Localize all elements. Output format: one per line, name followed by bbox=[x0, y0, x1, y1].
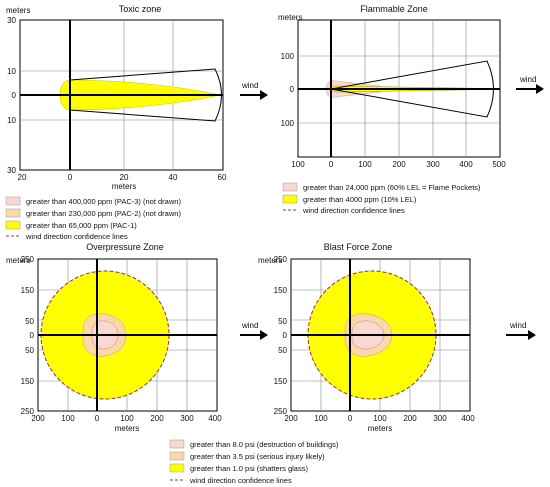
toxic-legend-item: wind direction confidence lines bbox=[25, 232, 128, 241]
wind-indicator-overpressure: wind bbox=[240, 321, 268, 340]
toxic-x-tick: 40 bbox=[169, 173, 178, 182]
flammable-x-tick: 100 bbox=[291, 160, 305, 169]
wind-arrow-head-icon bbox=[260, 90, 268, 100]
blast-x-tick: 400 bbox=[461, 414, 475, 423]
pressure-legend: greater than 8.0 psi (destruction of bui… bbox=[169, 439, 339, 485]
blast-x-tick: 0 bbox=[348, 414, 353, 423]
legend-swatch-red bbox=[5, 196, 21, 206]
blast-x-tick: 200 bbox=[403, 414, 417, 423]
blast-y-tick: 50 bbox=[278, 317, 287, 326]
toxic-legend: greater than 400,000 ppm (PAC-3) (not dr… bbox=[5, 196, 181, 241]
toxic-x-tick: 60 bbox=[218, 173, 227, 182]
toxic-y-tick: 10 bbox=[7, 67, 16, 76]
pressure-legend-item: greater than 8.0 psi (destruction of bui… bbox=[190, 440, 339, 449]
wind-label: wind bbox=[241, 81, 258, 90]
blast-y-tick: 250 bbox=[274, 407, 288, 416]
legend-swatch-orange bbox=[169, 451, 185, 461]
blast-x-tick: 200 bbox=[284, 414, 298, 423]
overpressure-zone-title: Overpressure Zone bbox=[86, 242, 164, 252]
flammable-y-tick: 0 bbox=[290, 85, 295, 94]
overpressure-y-tick: 50 bbox=[25, 346, 34, 355]
legend-swatch-red bbox=[169, 439, 185, 449]
flammable-x-tick: 400 bbox=[459, 160, 473, 169]
overpressure-x-tick: 100 bbox=[61, 414, 75, 423]
toxic-y-tick: 30 bbox=[7, 166, 16, 175]
flammable-y-tick: 100 bbox=[281, 119, 295, 128]
blast-y-tick: 250 bbox=[274, 255, 288, 264]
blast-y-tick: 50 bbox=[278, 346, 287, 355]
toxic-x-tick: 20 bbox=[18, 173, 27, 182]
legend-swatch-yellow bbox=[5, 220, 21, 230]
wind-indicator-toxic: wind bbox=[240, 81, 268, 100]
overpressure-x-tick: 100 bbox=[120, 414, 134, 423]
overpressure-y-tick: 250 bbox=[21, 255, 35, 264]
toxic-y-unit: meters bbox=[6, 6, 30, 15]
wind-indicator-blast: wind bbox=[506, 321, 536, 340]
flammable-x-tick: 100 bbox=[358, 160, 372, 169]
flammable-legend: greater than 24,000 ppm (60% LEL = Flame… bbox=[282, 182, 481, 215]
overpressure-x-tick: 200 bbox=[150, 414, 164, 423]
overpressure-x-tick: 300 bbox=[180, 414, 194, 423]
overpressure-x-tick: 0 bbox=[95, 414, 100, 423]
toxic-x-unit: meters bbox=[112, 182, 136, 191]
overpressure-x-unit: meters bbox=[115, 424, 139, 433]
blast-x-tick: 100 bbox=[314, 414, 328, 423]
blast-zone-panel: Blast Force Zone meters 250 150 50 0 50 … bbox=[258, 242, 475, 433]
toxic-x-tick: 20 bbox=[120, 173, 129, 182]
legend-swatch-orange bbox=[5, 208, 21, 218]
wind-label: wind bbox=[519, 75, 536, 84]
pressure-legend-item: greater than 1.0 psi (shatters glass) bbox=[190, 464, 308, 473]
flammable-zone-panel: Flammable Zone meters 100 0 100 100 0 10… bbox=[278, 4, 506, 215]
blast-y-tick: 0 bbox=[283, 331, 288, 340]
overpressure-y-tick: 0 bbox=[30, 331, 35, 340]
flammable-legend-item: wind direction confidence lines bbox=[302, 206, 405, 215]
flammable-zone-title: Flammable Zone bbox=[360, 4, 428, 14]
toxic-y-tick: 10 bbox=[7, 116, 16, 125]
toxic-y-tick: 0 bbox=[12, 91, 17, 100]
wind-arrow-head-icon bbox=[536, 84, 544, 94]
overpressure-y-tick: 150 bbox=[21, 286, 35, 295]
overpressure-y-tick: 50 bbox=[25, 317, 34, 326]
flammable-legend-item: greater than 4000 ppm (10% LEL) bbox=[303, 195, 417, 204]
overpressure-y-unit: meters bbox=[6, 256, 30, 265]
overpressure-zone-panel: Overpressure Zone meters 250 150 50 0 50… bbox=[6, 242, 222, 433]
overpressure-x-tick: 200 bbox=[31, 414, 45, 423]
overpressure-x-tick: 400 bbox=[208, 414, 222, 423]
flammable-y-unit: meters bbox=[278, 13, 302, 22]
blast-x-unit: meters bbox=[368, 424, 392, 433]
toxic-x-tick: 0 bbox=[68, 173, 73, 182]
wind-indicator-flammable: wind bbox=[516, 75, 544, 94]
flammable-legend-item: greater than 24,000 ppm (60% LEL = Flame… bbox=[303, 183, 481, 192]
toxic-y-tick: 30 bbox=[7, 16, 16, 25]
toxic-legend-item: greater than 65,000 ppm (PAC-1) bbox=[26, 221, 137, 230]
blast-x-tick: 100 bbox=[373, 414, 387, 423]
pressure-legend-item: greater than 3.5 psi (serious injury lik… bbox=[190, 452, 325, 461]
pressure-legend-item: wind direction confidence lines bbox=[189, 476, 292, 485]
flammable-x-tick: 300 bbox=[426, 160, 440, 169]
toxic-zone-panel: Toxic zone meters 30 10 0 10 30 20 0 20 … bbox=[5, 4, 227, 241]
blast-y-tick: 150 bbox=[274, 377, 288, 386]
blast-x-tick: 300 bbox=[433, 414, 447, 423]
flammable-x-tick: 500 bbox=[492, 160, 506, 169]
flammable-x-tick: 200 bbox=[392, 160, 406, 169]
toxic-legend-item: greater than 230,000 ppm (PAC-2) (not dr… bbox=[26, 209, 181, 218]
flammable-y-tick: 100 bbox=[281, 52, 295, 61]
wind-arrow-head-icon bbox=[260, 330, 268, 340]
blast-y-unit: meters bbox=[258, 256, 282, 265]
legend-swatch-yellow bbox=[282, 194, 298, 204]
wind-arrow-head-icon bbox=[528, 330, 536, 340]
legend-swatch-yellow bbox=[169, 463, 185, 473]
wind-label: wind bbox=[509, 321, 526, 330]
blast-zone-title: Blast Force Zone bbox=[324, 242, 393, 252]
wind-label: wind bbox=[241, 321, 258, 330]
toxic-zone-title: Toxic zone bbox=[119, 4, 162, 14]
flammable-x-tick: 0 bbox=[329, 160, 334, 169]
blast-y-tick: 150 bbox=[274, 286, 288, 295]
overpressure-y-tick: 150 bbox=[21, 377, 35, 386]
toxic-legend-item: greater than 400,000 ppm (PAC-3) (not dr… bbox=[26, 197, 181, 206]
overpressure-y-tick: 250 bbox=[21, 407, 35, 416]
legend-swatch-pink bbox=[282, 182, 298, 192]
